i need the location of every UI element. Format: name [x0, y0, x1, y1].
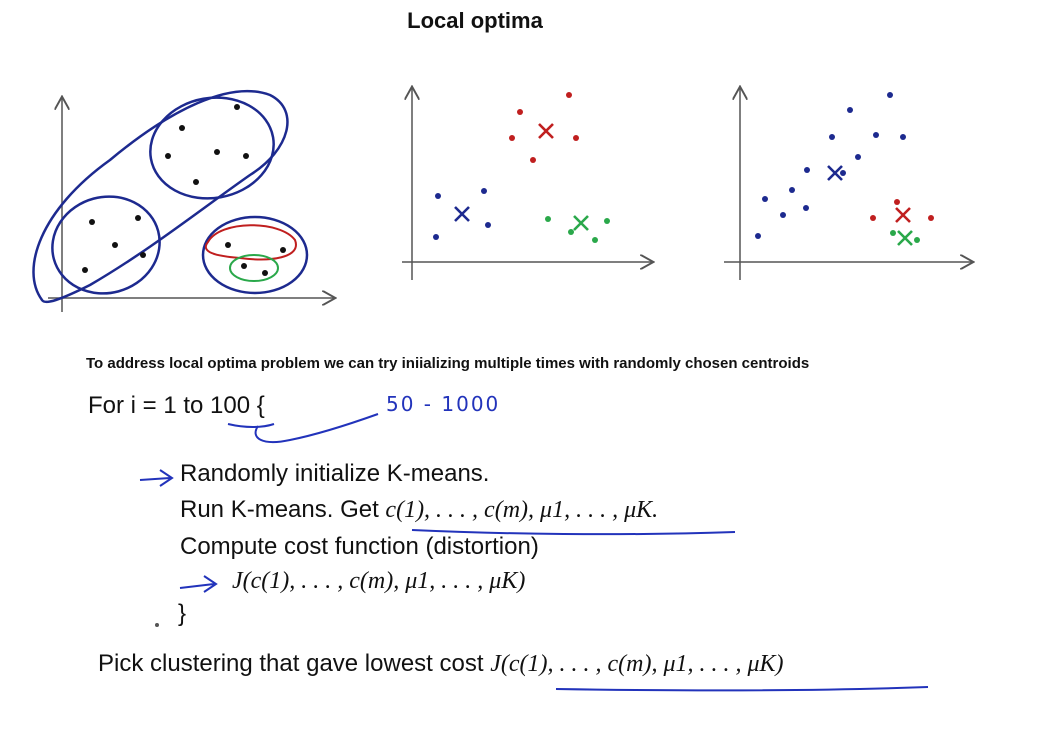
step-run-math: c(1), . . . , c(m), μ1, . . . , μK. — [385, 497, 659, 523]
data-point — [573, 135, 579, 141]
data-point — [890, 230, 896, 236]
pick-text: Pick clustering that gave lowest cost — [98, 650, 484, 677]
data-point — [433, 234, 439, 240]
data-point — [566, 92, 572, 98]
data-point — [435, 193, 441, 199]
data-point — [140, 252, 146, 258]
data-point — [900, 134, 906, 140]
data-point — [179, 125, 185, 131]
data-point — [755, 233, 761, 239]
data-point — [873, 132, 879, 138]
underline-pick-math — [555, 686, 929, 692]
data-point — [193, 179, 199, 185]
data-point — [509, 135, 515, 141]
plot-1-lower-right-cluster-outline — [201, 215, 309, 295]
data-point — [214, 149, 220, 155]
data-point — [135, 215, 141, 221]
centroid-cross — [897, 230, 913, 246]
data-point — [82, 267, 88, 273]
data-point — [280, 247, 286, 253]
data-point — [914, 237, 920, 243]
step-compute-cost: Compute cost function (distortion) — [180, 533, 539, 560]
plot-1-upper-cluster-outline — [149, 96, 275, 200]
data-point — [804, 167, 810, 173]
data-point — [243, 153, 249, 159]
data-point — [485, 222, 491, 228]
data-point — [112, 242, 118, 248]
data-point — [829, 134, 835, 140]
loop-close-brace: } — [178, 600, 187, 627]
annotation-curve — [254, 413, 379, 444]
plot-1-left-cluster-outline — [51, 195, 161, 295]
data-point — [241, 263, 247, 269]
plot-1-points — [82, 104, 286, 276]
data-point — [545, 216, 551, 222]
centroid-cross — [827, 165, 843, 181]
data-point — [262, 270, 268, 276]
pick-math: J(c(1), . . . , c(m), μ1, . . . , μK) — [490, 651, 784, 677]
data-point — [847, 107, 853, 113]
step-randomize: Randomly initialize K-means. — [180, 460, 490, 487]
data-point — [870, 215, 876, 221]
data-point — [855, 154, 861, 160]
step-run-prefix: Run K-means. Get — [180, 496, 379, 523]
plot-1-big-cluster-outline — [32, 90, 289, 304]
underline-100 — [227, 423, 275, 428]
pick-clustering: Pick clustering that gave lowest cost J(… — [98, 650, 784, 678]
plot-1 — [32, 90, 334, 312]
data-point — [530, 157, 536, 163]
plot-1-red-cluster-outline — [205, 224, 297, 261]
step-run-kmeans: Run K-means. Get c(1), . . . , c(m), μ1,… — [180, 496, 658, 524]
arrow-cost — [179, 575, 218, 593]
plot-2 — [402, 88, 652, 280]
data-point — [604, 218, 610, 224]
data-point — [568, 229, 574, 235]
page-title: Local optima — [407, 8, 543, 33]
handwritten-range: 50 - 1000 — [386, 392, 501, 416]
data-point — [225, 242, 231, 248]
arrow-randomize — [139, 469, 174, 487]
data-point — [840, 170, 846, 176]
data-point — [234, 104, 240, 110]
data-point — [789, 187, 795, 193]
data-point — [481, 188, 487, 194]
data-point — [887, 92, 893, 98]
centroid-cross — [454, 206, 470, 222]
data-point — [165, 153, 171, 159]
data-point — [89, 219, 95, 225]
plot-2-points — [433, 92, 610, 243]
bullet-dot — [155, 623, 159, 627]
plot-1-green-cluster-outline — [229, 254, 279, 282]
centroid-cross — [573, 215, 589, 231]
plot-3-points — [755, 92, 934, 246]
data-point — [894, 199, 900, 205]
local-optima-plots — [32, 0, 1044, 312]
data-point — [803, 205, 809, 211]
data-point — [517, 109, 523, 115]
centroid-cross — [538, 123, 554, 139]
centroid-cross — [895, 207, 911, 223]
data-point — [592, 237, 598, 243]
for-loop-header: For i = 1 to 100 { — [88, 392, 265, 419]
data-point — [928, 215, 934, 221]
plot-3 — [724, 88, 972, 280]
data-point — [780, 212, 786, 218]
data-point — [762, 196, 768, 202]
local-optima-note: To address local optima problem we can t… — [86, 355, 810, 372]
cost-expression: J(c(1), . . . , c(m), μ1, . . . , μK) — [232, 568, 526, 594]
